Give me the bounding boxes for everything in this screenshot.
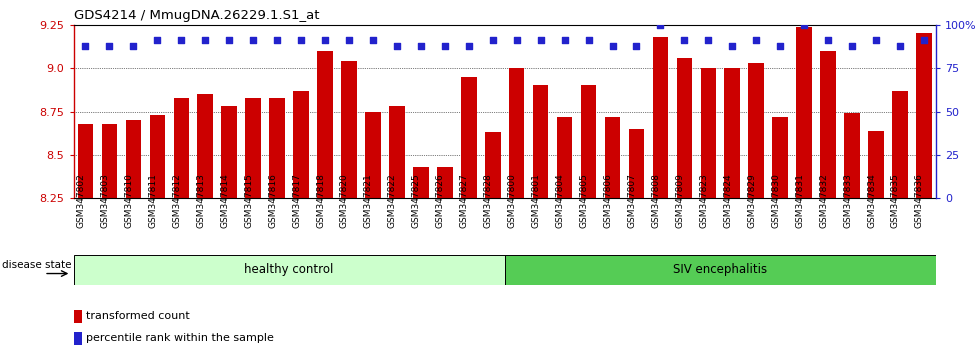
Bar [125, 120, 141, 198]
Point [102, 43, 118, 48]
Bar [581, 85, 596, 198]
Point [77, 43, 93, 48]
Text: healthy control: healthy control [244, 263, 334, 276]
Point [389, 43, 405, 48]
Text: GDS4214 / MmugDNA.26229.1.S1_at: GDS4214 / MmugDNA.26229.1.S1_at [74, 9, 319, 22]
Point [366, 38, 381, 43]
Bar [245, 98, 261, 198]
Bar [701, 68, 716, 198]
Point [844, 43, 859, 48]
Bar [797, 27, 811, 198]
Point [724, 43, 740, 48]
Bar [74, 255, 505, 285]
Point [437, 43, 453, 48]
Point [245, 38, 261, 43]
Bar [461, 77, 476, 198]
Point [197, 38, 213, 43]
Text: SIV encephalitis: SIV encephalitis [673, 263, 767, 276]
Bar [916, 34, 932, 198]
Point [413, 43, 428, 48]
Point [820, 38, 836, 43]
Bar [270, 98, 285, 198]
Bar [74, 332, 82, 345]
Point [173, 38, 189, 43]
Point [749, 38, 764, 43]
Bar [505, 255, 936, 285]
Bar [437, 167, 453, 198]
Bar [820, 51, 836, 198]
Bar [197, 94, 213, 198]
Text: transformed count: transformed count [86, 312, 189, 321]
Bar [341, 61, 357, 198]
Bar [749, 63, 764, 198]
Bar [389, 106, 405, 198]
Point [868, 38, 884, 43]
Point [676, 38, 692, 43]
Point [653, 22, 668, 28]
Bar [557, 117, 572, 198]
Point [557, 38, 572, 43]
Bar [509, 68, 524, 198]
Bar [485, 132, 501, 198]
Text: disease state: disease state [2, 261, 72, 270]
Point [485, 38, 501, 43]
Text: percentile rank within the sample: percentile rank within the sample [86, 333, 273, 343]
Bar [74, 310, 82, 323]
Point [916, 38, 932, 43]
Point [318, 38, 333, 43]
Bar [772, 117, 788, 198]
Bar [318, 51, 333, 198]
Point [461, 43, 476, 48]
Bar [293, 91, 309, 198]
Bar [221, 106, 237, 198]
Bar [533, 85, 549, 198]
Point [605, 43, 620, 48]
Bar [77, 124, 93, 198]
Bar [173, 98, 189, 198]
Bar [892, 91, 907, 198]
Point [221, 38, 237, 43]
Point [581, 38, 597, 43]
Point [628, 43, 644, 48]
Point [293, 38, 309, 43]
Point [772, 43, 788, 48]
Point [270, 38, 285, 43]
Bar [413, 167, 428, 198]
Point [533, 38, 549, 43]
Bar [844, 113, 859, 198]
Point [341, 38, 357, 43]
Point [150, 38, 166, 43]
Point [797, 22, 812, 28]
Bar [102, 124, 118, 198]
Bar [724, 68, 740, 198]
Point [509, 38, 524, 43]
Bar [676, 58, 692, 198]
Bar [868, 131, 884, 198]
Bar [628, 129, 644, 198]
Bar [150, 115, 165, 198]
Bar [366, 112, 380, 198]
Bar [605, 117, 620, 198]
Point [892, 43, 907, 48]
Bar [653, 37, 668, 198]
Point [125, 43, 141, 48]
Point [701, 38, 716, 43]
